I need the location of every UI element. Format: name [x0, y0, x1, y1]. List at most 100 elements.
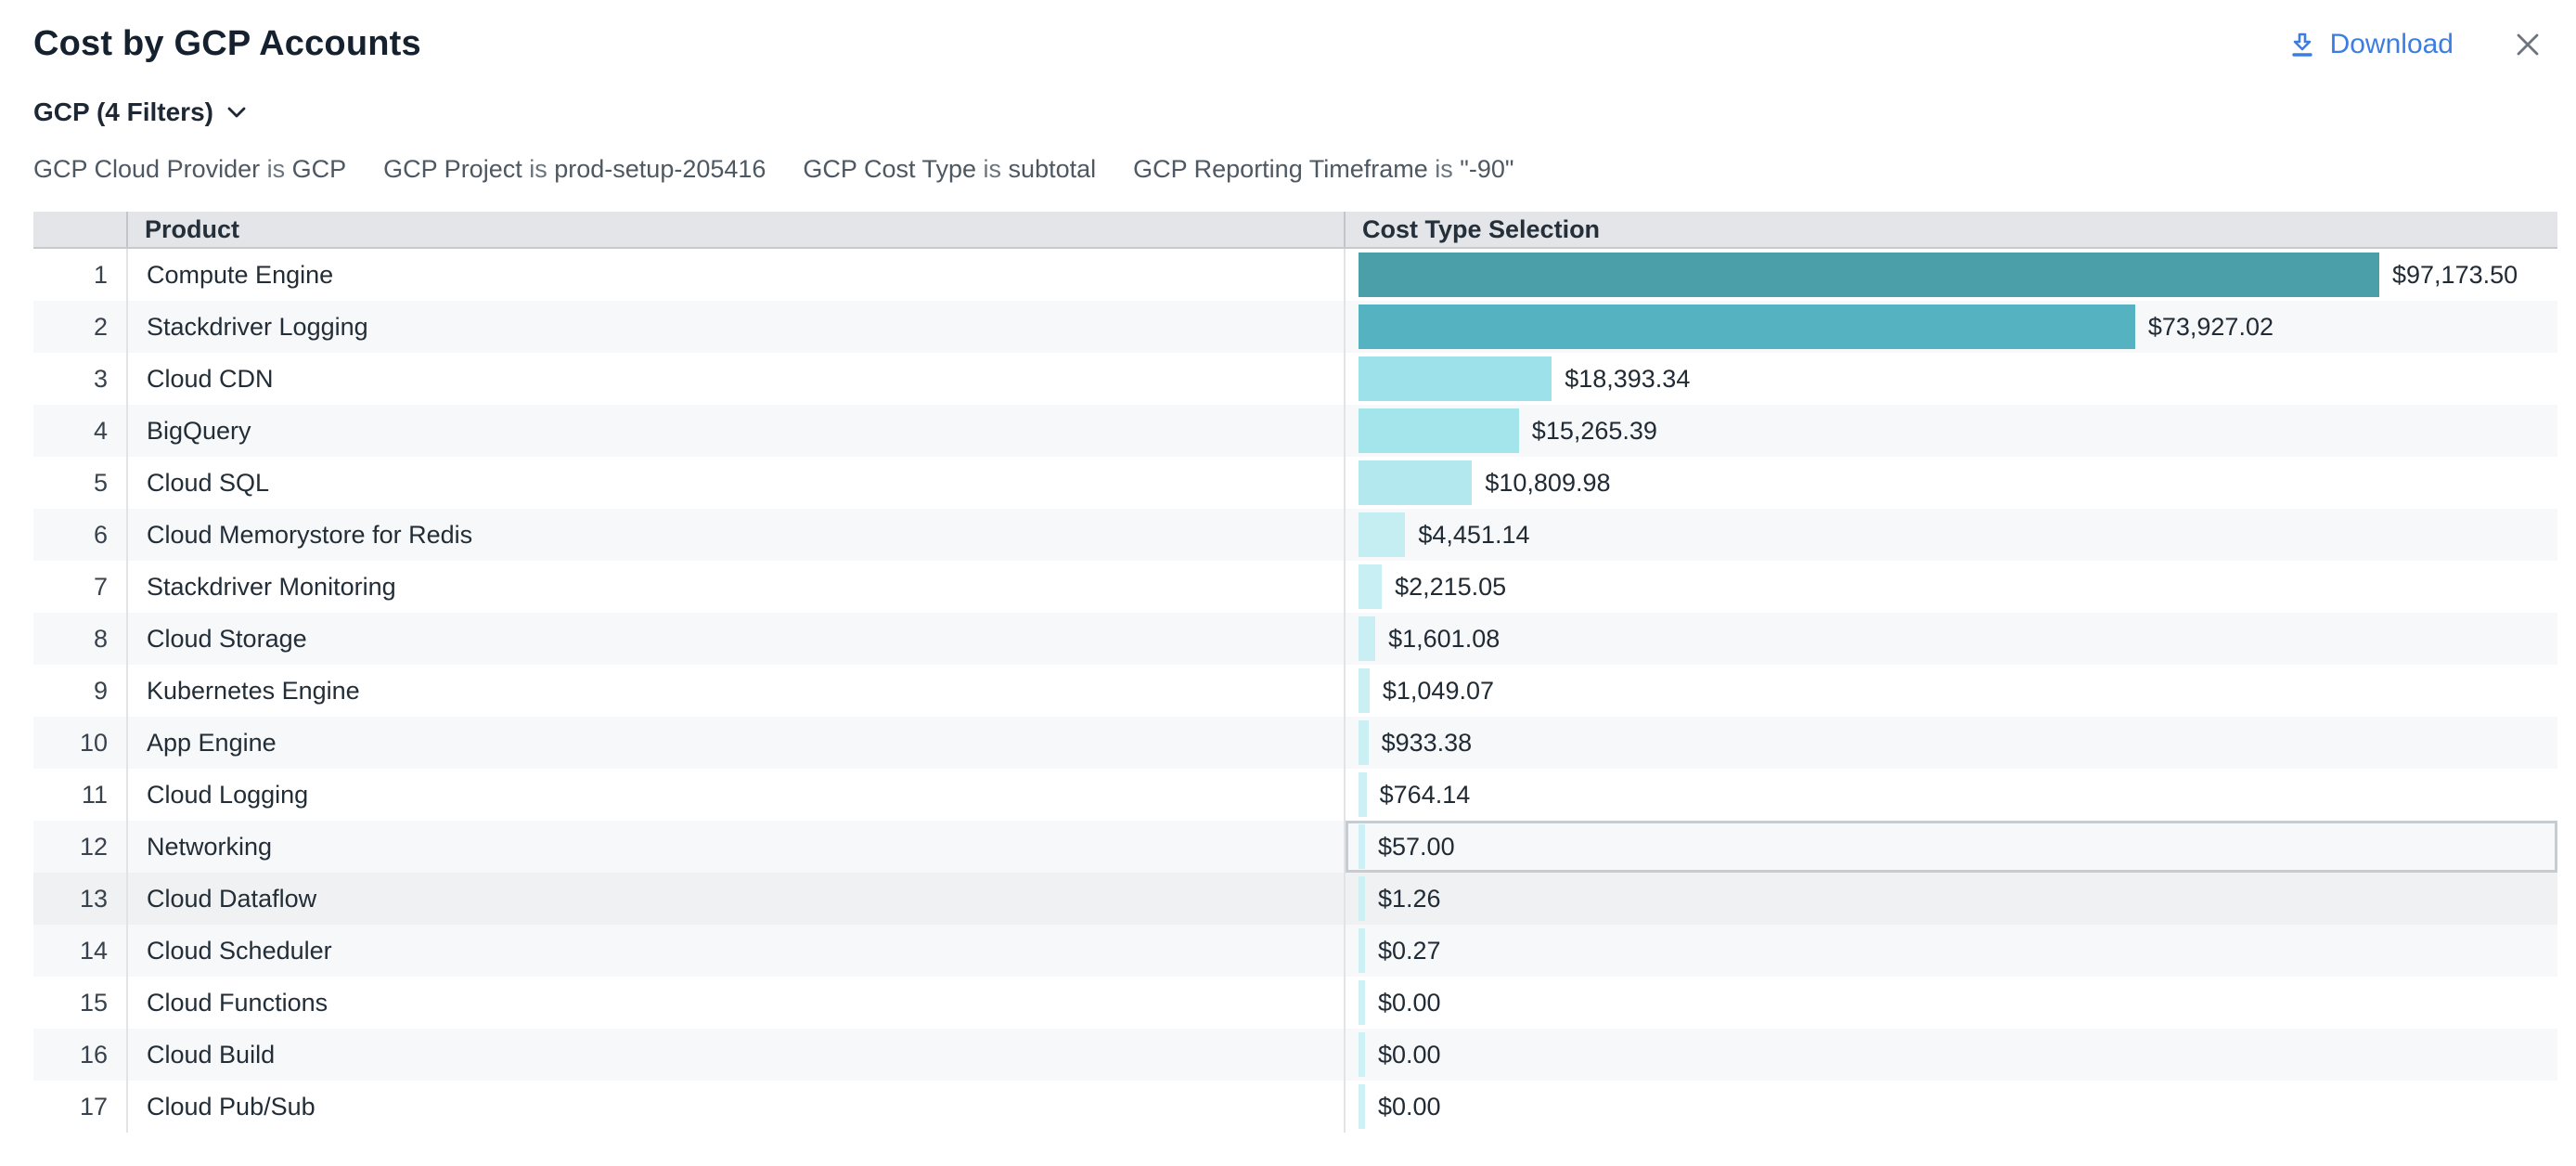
- row-number: 11: [81, 780, 108, 809]
- table-row: 6 Cloud Memorystore for Redis $4,451.14: [33, 509, 2557, 561]
- cost-cell[interactable]: $0.00: [1344, 1081, 2557, 1133]
- cost-cell[interactable]: $57.00: [1344, 821, 2557, 873]
- cost-cell[interactable]: $97,173.50: [1344, 249, 2557, 301]
- cost-cell[interactable]: $1,601.08: [1344, 613, 2557, 665]
- product-cell[interactable]: Cloud Pub/Sub: [126, 1081, 1344, 1133]
- cost-cell[interactable]: $15,265.39: [1344, 405, 2557, 457]
- cost-value: $4,451.14: [1418, 520, 1530, 549]
- cost-value: $0.00: [1378, 988, 1441, 1017]
- column-header-index: [33, 212, 126, 247]
- row-number: 5: [93, 468, 108, 497]
- product-cell[interactable]: Cloud Scheduler: [126, 925, 1344, 977]
- chevron-down-icon: [226, 106, 247, 119]
- table-row: 7 Stackdriver Monitoring $2,215.05: [33, 561, 2557, 613]
- cost-cell[interactable]: $0.27: [1344, 925, 2557, 977]
- cost-cell[interactable]: $0.00: [1344, 977, 2557, 1029]
- row-number: 7: [93, 572, 108, 601]
- column-header-product[interactable]: Product: [126, 212, 1344, 247]
- table-row: 17 Cloud Pub/Sub $0.00: [33, 1081, 2557, 1133]
- filter-chips-row: GCP Cloud Provider is GCP GCP Project is …: [33, 155, 2557, 184]
- cost-value: $0.00: [1378, 1040, 1441, 1069]
- cost-bar: [1359, 408, 1519, 453]
- row-number: 6: [93, 520, 108, 549]
- filter-chip[interactable]: GCP Reporting Timeframe is "-90": [1133, 155, 1514, 183]
- table-header-row: Product Cost Type Selection: [33, 212, 2557, 249]
- row-number: 14: [79, 936, 108, 965]
- cost-value: $0.27: [1378, 936, 1441, 965]
- table-row: 16 Cloud Build $0.00: [33, 1029, 2557, 1081]
- close-button[interactable]: [2509, 26, 2546, 63]
- table-row: 12 Networking $57.00: [33, 821, 2557, 873]
- product-cell[interactable]: Networking: [126, 821, 1344, 873]
- cost-cell[interactable]: $0.00: [1344, 1029, 2557, 1081]
- row-number: 12: [79, 832, 108, 861]
- row-number: 17: [79, 1092, 108, 1121]
- filter-chip[interactable]: GCP Cost Type is subtotal: [803, 155, 1097, 183]
- filters-dropdown-toggle[interactable]: GCP (4 Filters): [33, 97, 247, 127]
- cost-cell[interactable]: $1.26: [1344, 873, 2557, 925]
- cost-bar: [1359, 460, 1473, 505]
- download-icon: [2287, 30, 2317, 59]
- cost-value: $1,601.08: [1388, 624, 1501, 653]
- cost-bar: [1359, 512, 1406, 557]
- product-cell[interactable]: Stackdriver Logging: [126, 301, 1344, 353]
- cost-cell[interactable]: $4,451.14: [1344, 509, 2557, 561]
- product-cell[interactable]: Stackdriver Monitoring: [126, 561, 1344, 613]
- row-number: 15: [79, 988, 108, 1017]
- close-icon: [2512, 29, 2544, 60]
- cost-value: $10,809.98: [1485, 468, 1611, 497]
- filter-chip[interactable]: GCP Project is prod-setup-205416: [383, 155, 766, 183]
- cost-cell[interactable]: $764.14: [1344, 769, 2557, 821]
- product-cell[interactable]: Cloud Memorystore for Redis: [126, 509, 1344, 561]
- cost-value: $73,927.02: [2147, 312, 2273, 341]
- product-cell[interactable]: Cloud Dataflow: [126, 873, 1344, 925]
- cost-value: $764.14: [1379, 780, 1471, 809]
- cost-bar: [1359, 564, 1383, 609]
- cost-cell[interactable]: $1,049.07: [1344, 665, 2557, 717]
- product-cell[interactable]: Kubernetes Engine: [126, 665, 1344, 717]
- cost-bar: [1359, 253, 2379, 297]
- table-row: 3 Cloud CDN $18,393.34: [33, 353, 2557, 405]
- cost-bar: [1359, 980, 1365, 1025]
- cost-value: $2,215.05: [1395, 572, 1507, 601]
- cost-cell[interactable]: $10,809.98: [1344, 457, 2557, 509]
- column-header-cost-type-selection[interactable]: Cost Type Selection: [1344, 212, 2557, 247]
- cost-bar: [1359, 616, 1376, 661]
- row-number: 3: [93, 364, 108, 393]
- cost-bar: [1359, 928, 1365, 973]
- download-button[interactable]: Download: [2287, 29, 2454, 60]
- product-cell[interactable]: Cloud CDN: [126, 353, 1344, 405]
- table-row: 8 Cloud Storage $1,601.08: [33, 613, 2557, 665]
- table-row: 4 BigQuery $15,265.39: [33, 405, 2557, 457]
- table-row: 9 Kubernetes Engine $1,049.07: [33, 665, 2557, 717]
- cost-cell[interactable]: $2,215.05: [1344, 561, 2557, 613]
- product-cell[interactable]: Compute Engine: [126, 249, 1344, 301]
- row-number: 10: [79, 728, 108, 757]
- cost-cell[interactable]: $18,393.34: [1344, 353, 2557, 405]
- product-cell[interactable]: Cloud Functions: [126, 977, 1344, 1029]
- table-body: 1 Compute Engine $97,173.50 2 Stackdriver Lo…: [33, 249, 2557, 1133]
- table-row: 2 Stackdriver Logging $73,927.02: [33, 301, 2557, 353]
- cost-value: $933.38: [1381, 728, 1473, 757]
- cost-bar: [1359, 772, 1367, 817]
- page-title: Cost by GCP Accounts: [33, 24, 421, 63]
- product-cell[interactable]: Cloud Build: [126, 1029, 1344, 1081]
- cost-cell[interactable]: $73,927.02: [1344, 301, 2557, 353]
- cost-value: $97,173.50: [2392, 260, 2518, 289]
- row-number: 13: [79, 884, 108, 913]
- product-cell[interactable]: BigQuery: [126, 405, 1344, 457]
- table-row: 11 Cloud Logging $764.14: [33, 769, 2557, 821]
- cost-cell[interactable]: $933.38: [1344, 717, 2557, 769]
- product-cell[interactable]: App Engine: [126, 717, 1344, 769]
- product-cell[interactable]: Cloud Storage: [126, 613, 1344, 665]
- table-row: 14 Cloud Scheduler $0.27: [33, 925, 2557, 977]
- cost-value: $57.00: [1378, 832, 1455, 861]
- product-cell[interactable]: Cloud SQL: [126, 457, 1344, 509]
- cost-bar: [1359, 356, 1552, 401]
- cost-bar: [1359, 668, 1370, 713]
- row-number: 16: [79, 1040, 108, 1069]
- filter-chip[interactable]: GCP Cloud Provider is GCP: [33, 155, 347, 183]
- download-label: Download: [2329, 29, 2454, 59]
- product-cell[interactable]: Cloud Logging: [126, 769, 1344, 821]
